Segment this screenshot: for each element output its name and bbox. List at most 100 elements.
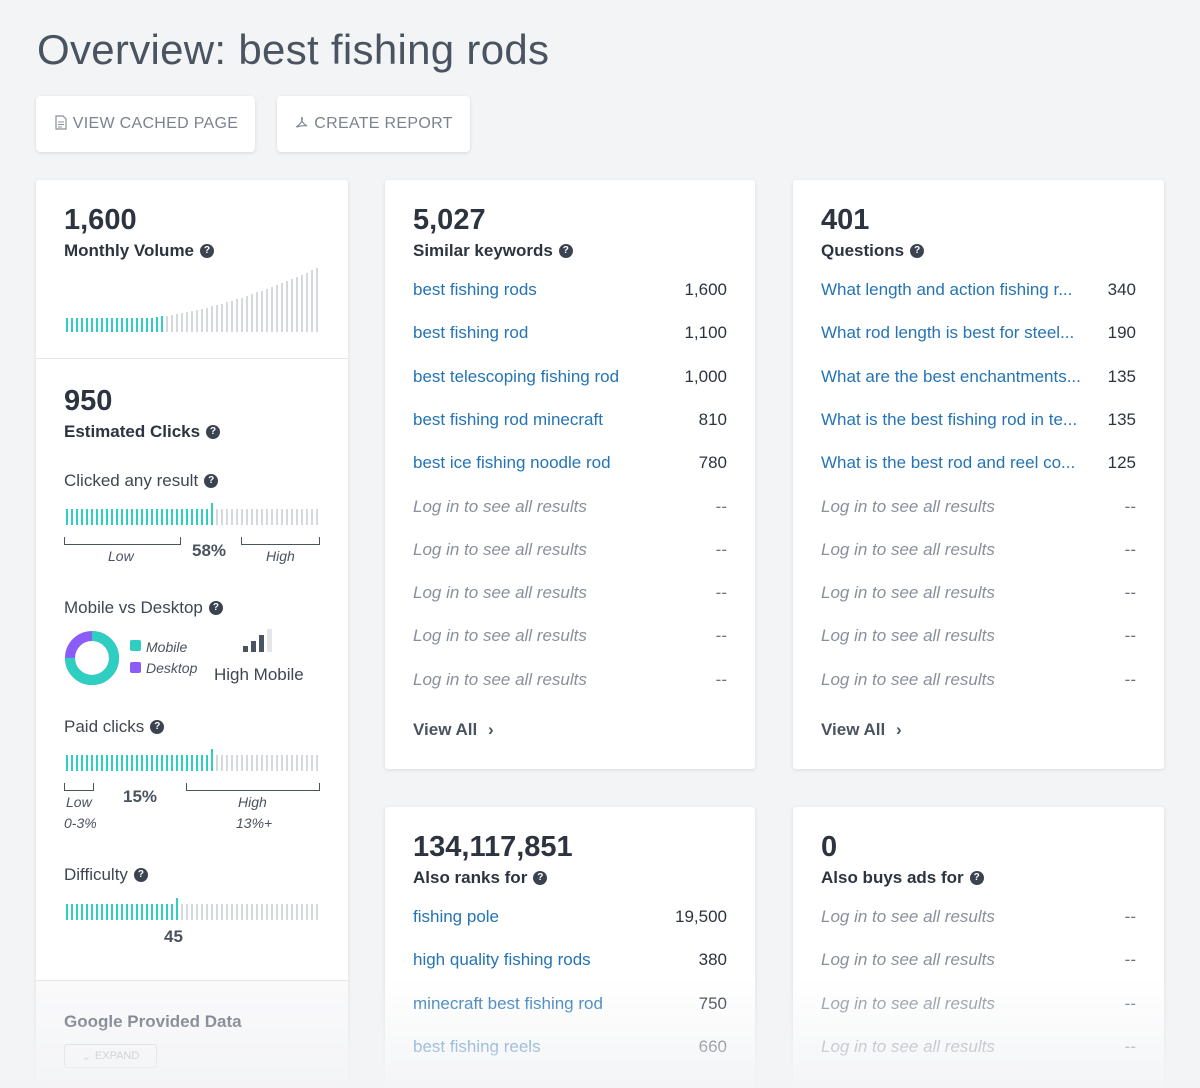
locked-result-row[interactable]: Log in to see all results -- bbox=[413, 625, 727, 647]
locked-result-row[interactable]: Log in to see all results -- bbox=[821, 906, 1136, 928]
gauge-bar bbox=[221, 904, 223, 920]
desktop-legend-label: Desktop bbox=[146, 660, 198, 676]
help-icon[interactable]: ? bbox=[204, 474, 219, 488]
expand-button[interactable]: ⌄ EXPAND bbox=[64, 1044, 157, 1068]
help-icon[interactable]: ? bbox=[558, 244, 573, 258]
locked-result-row[interactable]: Log in to see all results -- bbox=[821, 625, 1136, 647]
gauge-bar bbox=[276, 509, 278, 525]
volume-trend-bar bbox=[91, 318, 93, 332]
volume-trend-bar bbox=[181, 313, 183, 332]
keyword-row: What length and action fishing r... 340 bbox=[821, 279, 1136, 301]
locked-result-row[interactable]: Log in to see all results -- bbox=[821, 582, 1136, 604]
keyword-link[interactable]: best ice fishing noodle rod bbox=[413, 453, 611, 473]
questions-text: Questions bbox=[821, 241, 905, 260]
gauge-bar bbox=[191, 904, 193, 920]
paid-clicks-percent: 15% bbox=[123, 787, 158, 806]
login-prompt-text[interactable]: Log in to see all results bbox=[413, 496, 587, 516]
clicked-any-result-percent: 58% bbox=[192, 541, 227, 560]
gauge-bar bbox=[271, 509, 273, 525]
gauge-bar bbox=[261, 904, 263, 920]
view-cached-page-button[interactable]: VIEW CACHED PAGE bbox=[36, 96, 255, 152]
keyword-link[interactable]: high quality fishing rods bbox=[413, 950, 591, 970]
gauge-bar bbox=[266, 755, 268, 771]
gauge-bar bbox=[196, 509, 198, 525]
login-prompt-text[interactable]: Log in to see all results bbox=[821, 950, 995, 970]
gauge-bar bbox=[141, 755, 143, 771]
locked-result-row[interactable]: Log in to see all results -- bbox=[821, 669, 1136, 691]
keyword-link[interactable]: best fishing rod minecraft bbox=[413, 409, 603, 429]
locked-result-row[interactable]: Log in to see all results -- bbox=[821, 1036, 1136, 1058]
gauge-bar bbox=[291, 509, 293, 525]
locked-result-row[interactable]: Log in to see all results -- bbox=[413, 539, 727, 561]
clicked-any-result-gauge bbox=[66, 503, 321, 525]
keyword-link[interactable]: fishing pole bbox=[413, 907, 500, 926]
volume-trend-bar bbox=[246, 295, 248, 332]
gauge-bar bbox=[186, 904, 188, 920]
metrics-card: 1,600 Monthly Volume ? 950 Estimated Cli… bbox=[36, 180, 348, 1088]
login-prompt-text[interactable]: Log in to see all results bbox=[821, 583, 995, 603]
volume-trend-bar bbox=[131, 318, 133, 332]
gauge-bar bbox=[81, 904, 83, 920]
login-prompt-text[interactable]: Log in to see all results bbox=[821, 496, 995, 516]
gauge-bar bbox=[201, 509, 203, 525]
keyword-link[interactable]: What rod length is best for steel... bbox=[821, 323, 1075, 343]
volume-trend-bar bbox=[161, 316, 163, 332]
login-prompt-text[interactable]: Log in to see all results bbox=[821, 669, 995, 689]
also-buys-ads-value: 0 bbox=[821, 831, 838, 863]
keyword-row: fishing pole 19,500 bbox=[413, 906, 727, 928]
login-prompt-text[interactable]: Log in to see all results bbox=[821, 539, 995, 559]
login-prompt-text[interactable]: Log in to see all results bbox=[821, 1036, 995, 1056]
keyword-link[interactable]: best fishing rods bbox=[413, 280, 537, 299]
locked-result-row[interactable]: Log in to see all results -- bbox=[821, 539, 1136, 561]
create-report-button[interactable]: CREATE REPORT bbox=[277, 96, 470, 152]
login-prompt-text[interactable]: Log in to see all results bbox=[413, 626, 587, 646]
locked-result-row[interactable]: Log in to see all results -- bbox=[821, 949, 1136, 971]
questions-label: Questions ? bbox=[821, 241, 925, 261]
keyword-link[interactable]: What length and action fishing r... bbox=[821, 280, 1073, 299]
volume-trend-bar bbox=[216, 305, 218, 332]
login-prompt-text[interactable]: Log in to see all results bbox=[821, 907, 995, 926]
gauge-bar bbox=[71, 755, 73, 771]
locked-result-row[interactable]: Log in to see all results -- bbox=[413, 669, 727, 691]
help-icon[interactable]: ? bbox=[133, 868, 148, 882]
login-prompt-text[interactable]: Log in to see all results bbox=[413, 669, 587, 689]
help-icon[interactable]: ? bbox=[910, 244, 925, 258]
volume-trend-bar bbox=[201, 308, 203, 332]
locked-result-row[interactable]: Log in to see all results -- bbox=[413, 582, 727, 604]
keyword-link[interactable]: best telescoping fishing rod bbox=[413, 366, 620, 386]
chevron-down-icon: ⌄ bbox=[81, 1050, 91, 1063]
help-icon[interactable]: ? bbox=[206, 425, 221, 439]
keyword-volume: -- bbox=[1124, 669, 1136, 689]
gauge-bar bbox=[246, 904, 248, 920]
gauge-bar bbox=[106, 904, 108, 920]
keyword-link[interactable]: best fishing reels bbox=[413, 1036, 541, 1056]
keyword-link[interactable]: minecraft best fishing rod bbox=[413, 993, 603, 1013]
help-icon[interactable]: ? bbox=[150, 720, 165, 734]
questions-view-all-link[interactable]: View All › bbox=[821, 720, 902, 740]
login-prompt-text[interactable]: Log in to see all results bbox=[821, 993, 995, 1013]
keyword-link[interactable]: What is the best rod and reel co... bbox=[821, 453, 1076, 473]
pdf-icon bbox=[294, 116, 310, 133]
gauge-bar bbox=[156, 904, 158, 920]
volume-trend-bar bbox=[261, 290, 263, 332]
volume-trend-bar bbox=[281, 283, 283, 332]
clicked-any-result-label: Clicked any result ? bbox=[64, 471, 219, 491]
similar-view-all-link[interactable]: View All › bbox=[413, 720, 494, 740]
help-icon[interactable]: ? bbox=[969, 871, 984, 885]
keyword-link[interactable]: best fishing rod bbox=[413, 323, 529, 343]
gauge-bar bbox=[121, 755, 123, 771]
login-prompt-text[interactable]: Log in to see all results bbox=[413, 583, 587, 603]
keyword-link[interactable]: What are the best enchantments... bbox=[821, 366, 1081, 386]
gauge-bar bbox=[236, 904, 238, 920]
help-icon[interactable]: ? bbox=[200, 244, 215, 258]
keyword-row: What is the best rod and reel co... 125 bbox=[821, 452, 1136, 474]
login-prompt-text[interactable]: Log in to see all results bbox=[413, 539, 587, 559]
help-icon[interactable]: ? bbox=[533, 871, 548, 885]
help-icon[interactable]: ? bbox=[208, 601, 223, 615]
locked-result-row[interactable]: Log in to see all results -- bbox=[821, 993, 1136, 1015]
locked-result-row[interactable]: Log in to see all results -- bbox=[821, 496, 1136, 518]
locked-result-row[interactable]: Log in to see all results -- bbox=[413, 496, 727, 518]
create-report-label: CREATE REPORT bbox=[314, 115, 453, 132]
login-prompt-text[interactable]: Log in to see all results bbox=[821, 626, 995, 646]
keyword-link[interactable]: What is the best fishing rod in te... bbox=[821, 409, 1078, 429]
